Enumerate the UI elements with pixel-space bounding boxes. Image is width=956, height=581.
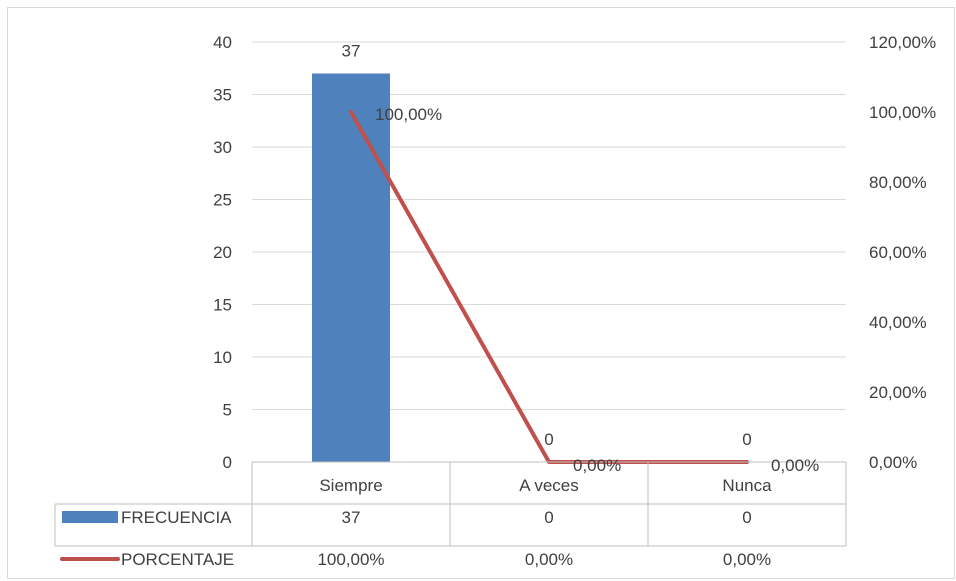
chart-frame: [7, 7, 955, 579]
y-right-tick-label: 120,00%: [869, 33, 936, 52]
y-left-tick-label: 10: [213, 348, 232, 367]
table-cell: 0,00%: [525, 550, 573, 569]
line-data-label: 0,00%: [573, 456, 621, 475]
y-left-tick-label: 20: [213, 243, 232, 262]
bar-data-label: 37: [342, 42, 361, 61]
table-cell: 37: [342, 508, 361, 527]
table-cell: 0: [742, 508, 751, 527]
line-data-label: 100,00%: [375, 105, 442, 124]
y-right-tick-label: 0,00%: [869, 453, 917, 472]
legend-label: PORCENTAJE: [121, 550, 234, 569]
y-left-tick-label: 40: [213, 33, 232, 52]
table-cell: 0,00%: [723, 550, 771, 569]
y-right-tick-label: 20,00%: [869, 383, 927, 402]
category-label: Siempre: [319, 476, 382, 495]
bar-data-label: 0: [544, 430, 553, 449]
y-left-tick-label: 15: [213, 296, 232, 315]
y-left-tick-label: 30: [213, 138, 232, 157]
bar: [312, 73, 390, 462]
y-left-tick-label: 35: [213, 86, 232, 105]
bar-series: [312, 73, 390, 462]
legend-key-bar: [62, 511, 118, 523]
bar-data-label: 0: [742, 430, 751, 449]
category-label: Nunca: [722, 476, 772, 495]
y-right-tick-label: 40,00%: [869, 313, 927, 332]
data-table: Siempre A veces Nunca FRECUENCIA 37 0 0 PORCENT…: [54, 461, 847, 569]
y-left-tick-label: 0: [223, 453, 232, 472]
y-right-tick-label: 80,00%: [869, 173, 927, 192]
line-data-label: 0,00%: [771, 456, 819, 475]
y-left-tick-label: 25: [213, 191, 232, 210]
legend-label: FRECUENCIA: [121, 508, 232, 527]
y-left-tick-label: 5: [223, 401, 232, 420]
table-cell: 100,00%: [317, 550, 384, 569]
y-right-tick-label: 100,00%: [869, 103, 936, 122]
table-cell: 0: [544, 508, 553, 527]
data-labels: 37 0 0 100,00% 0,00% 0,00%: [342, 42, 820, 476]
axes: 0 5 10 15 20 25 30 35 40 0,00% 20,00% 40,00% 60,00% 8…: [213, 33, 936, 472]
category-label: A veces: [519, 476, 579, 495]
y-right-tick-label: 60,00%: [869, 243, 927, 262]
